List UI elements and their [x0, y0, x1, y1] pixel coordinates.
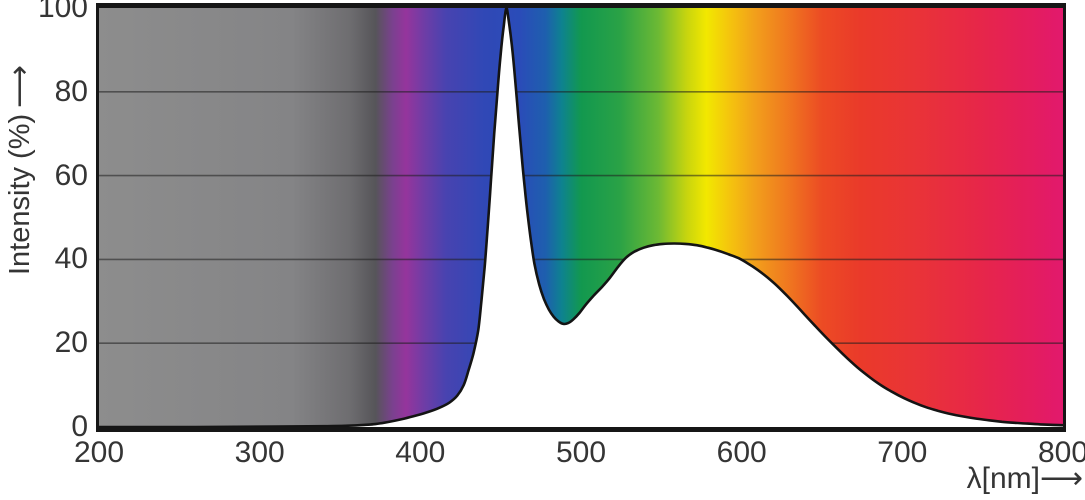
plot-area	[96, 3, 1066, 432]
x-axis-title: λ[nm]⟶	[966, 461, 1083, 497]
x-tick-label: 800	[1037, 436, 1085, 469]
y-tick-label: 80	[54, 74, 88, 108]
y-tick-label: 100	[37, 0, 88, 24]
x-tick-label: 600	[716, 436, 767, 469]
spectrum-curve	[99, 8, 1063, 427]
y-tick-label: 40	[54, 242, 88, 276]
y-tick-label: 60	[54, 158, 88, 192]
area-below-curve	[99, 8, 1063, 427]
right-arrow-icon: ⟶	[1039, 462, 1083, 495]
x-tick-label: 500	[555, 436, 607, 469]
spectrum-curve-svg	[99, 8, 1063, 427]
x-tick-label: 700	[877, 436, 928, 469]
x-tick-label: 200	[73, 436, 125, 469]
x-axis-title-text: λ[nm]	[966, 462, 1040, 495]
x-tick-label: 300	[234, 436, 285, 469]
y-tick-label: 0	[71, 410, 88, 443]
y-tick-label: 20	[54, 326, 88, 360]
x-tick-label: 400	[395, 436, 446, 469]
